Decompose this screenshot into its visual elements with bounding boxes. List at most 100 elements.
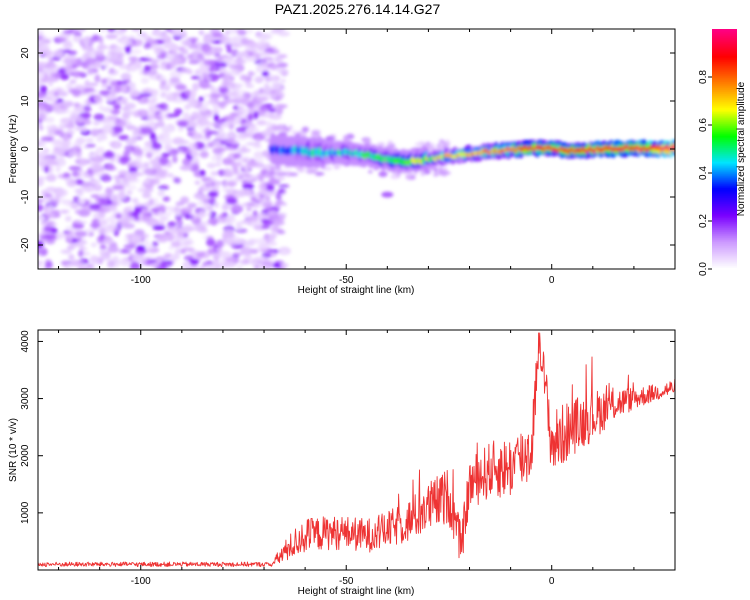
- heatmap-noise-cell: [143, 179, 150, 184]
- heatmap-noise-cell: [89, 203, 101, 210]
- heatmap-noise-cell: [45, 125, 53, 130]
- heatmap-noise-cell: [89, 179, 101, 185]
- heatmap-noise-cell: [38, 139, 47, 148]
- colorbar-segment: [712, 261, 737, 264]
- colorbar-segment: [712, 171, 737, 174]
- heatmap-noise-cell: [260, 169, 268, 175]
- heatmap-noise-cell: [252, 144, 263, 149]
- heatmap-noise-cell: [151, 142, 162, 150]
- colorbar-segment: [712, 257, 737, 260]
- colorbar-segment: [712, 229, 737, 232]
- heatmap-noise-cell: [273, 126, 281, 130]
- heatmap-noise-cell: [76, 116, 84, 123]
- heatmap-noise-cell: [202, 100, 210, 108]
- heatmap-noise-cell: [41, 160, 47, 166]
- heatmap-noise-cell: [258, 244, 270, 250]
- heatmap-noise-cell: [161, 137, 173, 145]
- heatmap-noise-cell: [98, 90, 111, 95]
- heatmap-noise-cell: [42, 68, 53, 75]
- heatmap-noise-cell: [229, 239, 237, 247]
- colorbar-segment: [712, 221, 737, 224]
- heatmap-noise-cell: [41, 189, 48, 195]
- heatmap-noise-cell: [187, 142, 198, 151]
- heatmap-noise-cell: [118, 190, 126, 199]
- colorbar-segment: [712, 87, 737, 90]
- heatmap-noise-cell: [268, 235, 274, 244]
- heatmap-noise-cell: [38, 151, 47, 159]
- heatmap-noise-cell: [124, 144, 135, 153]
- heatmap-noise-cell: [38, 260, 44, 265]
- heatmap-noise-cell: [278, 170, 286, 174]
- heatmap-noise-cell: [244, 80, 252, 85]
- colorbar-segment: [712, 31, 737, 34]
- heatmap-noise-cell: [223, 260, 236, 268]
- heatmap-noise-cell: [115, 178, 121, 184]
- colorbar-segment: [712, 67, 737, 70]
- heatmap-noise-cell: [77, 160, 87, 167]
- heatmap-noise-cell: [148, 112, 155, 121]
- heatmap-noise-cell: [235, 175, 241, 182]
- heatmap-noise-cell: [233, 152, 242, 160]
- heatmap-noise-cell: [110, 204, 118, 212]
- heatmap-noise-cell: [280, 78, 286, 83]
- heatmap-noise-cell: [250, 92, 256, 97]
- heatmap-noise-cell: [247, 57, 256, 62]
- colorbar-segment: [712, 195, 737, 198]
- colorbar-segment: [712, 135, 737, 138]
- heatmap-noise-cell: [253, 76, 265, 83]
- heatmap-noise-cell: [106, 94, 116, 102]
- heatmap-noise-cell: [272, 263, 282, 268]
- heatmap-noise-cell: [118, 134, 129, 141]
- heatmap-noise-cell: [88, 38, 99, 43]
- heatmap-noise-cell: [38, 91, 45, 100]
- heatmap-noise-cell: [267, 210, 277, 217]
- colorbar-segment: [712, 51, 737, 54]
- heatmap-noise-cell: [216, 155, 222, 162]
- heatmap-noise-cell: [141, 212, 151, 221]
- heatmap-noise-cell: [160, 50, 168, 58]
- heatmap-noise-cell: [103, 151, 115, 159]
- colorbar-segment: [712, 49, 737, 52]
- heatmap-noise-cell: [208, 197, 216, 206]
- heatmap-noise-cell: [210, 171, 219, 176]
- colorbar-segment: [712, 73, 737, 76]
- heatmap-noise-cell: [161, 125, 174, 133]
- colorbar-segment: [712, 35, 737, 38]
- colorbar-segment: [712, 197, 737, 200]
- heatmap-noise-cell: [63, 49, 72, 54]
- heatmap-noise-cell: [143, 162, 150, 168]
- heatmap-noise-cell: [126, 184, 137, 191]
- heatmap-noise-cell: [131, 134, 138, 139]
- heatmap-noise-cell: [167, 173, 174, 178]
- heatmap-noise-cell: [187, 202, 197, 209]
- heatmap-noise-cell: [62, 140, 72, 146]
- heatmap-noise-cell: [249, 126, 260, 133]
- heatmap-noise-cell: [103, 239, 115, 245]
- heatmap-noise-cell: [262, 56, 274, 61]
- heatmap-ytick-label: -20: [20, 237, 31, 252]
- heatmap-noise-cell: [57, 91, 69, 97]
- colorbar-segment: [712, 149, 737, 152]
- heatmap-noise-cell: [195, 42, 203, 51]
- heatmap-noise-cell: [179, 242, 189, 248]
- heatmap-noise-cell: [163, 230, 171, 236]
- heatmap-noise-cell: [120, 216, 130, 222]
- heatmap-noise-cell: [269, 166, 275, 173]
- heatmap-noise-cell: [240, 37, 249, 45]
- heatmap-noise-cell: [260, 61, 268, 67]
- heatmap-noise-cell: [272, 90, 285, 100]
- heatmap-noise-cell: [225, 90, 235, 98]
- colorbar-segment: [712, 97, 737, 100]
- heatmap-noise-cell: [192, 82, 200, 92]
- heatmap-noise-cell: [265, 121, 272, 127]
- heatmap-noise-cell: [198, 113, 209, 120]
- heatmap-noise-cell: [195, 223, 204, 230]
- heatmap-noise-cell: [230, 204, 244, 214]
- heatmap-noise-cell: [275, 214, 286, 221]
- heatmap-noise-cell: [128, 179, 141, 183]
- colorbar-segment: [712, 93, 737, 96]
- heatmap-noise-cell: [268, 108, 276, 113]
- heatmap-noise-cell: [269, 113, 282, 120]
- heatmap-noise-cell: [159, 82, 165, 91]
- heatmap-noise-cell: [57, 231, 64, 240]
